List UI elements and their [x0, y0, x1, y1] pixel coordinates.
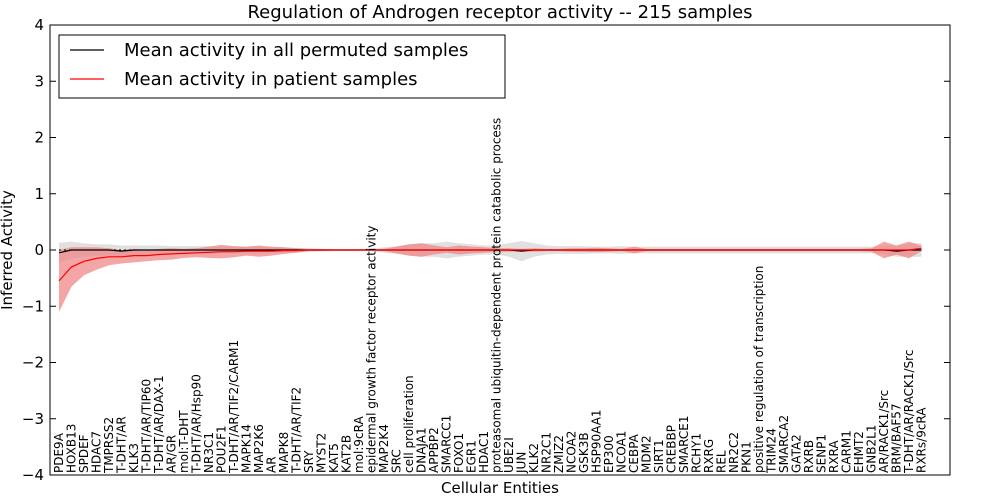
entity-label: cell proliferation — [402, 375, 416, 473]
y-tick-label: 2 — [34, 129, 44, 147]
entity-label: mol:9cRA — [352, 416, 366, 473]
entity-label: RXRA — [827, 440, 841, 473]
entity-label: RCHY1 — [690, 433, 704, 473]
entity-label: MAP2K6 — [252, 424, 266, 473]
entity-label: KLK2 — [527, 443, 541, 473]
entity-label: FOXO1 — [452, 433, 466, 473]
entity-label: HSP90AA1 — [590, 409, 604, 473]
confidence-bands — [59, 241, 922, 312]
entity-label: epidermal growth factor receptor activit… — [365, 226, 379, 473]
entity-label: HDAC1 — [477, 431, 491, 473]
entity-label: T-DHT/AR/TIF2 — [290, 387, 304, 474]
entity-label: T-DHT/AR/TIF2/CARM1 — [227, 340, 241, 474]
entity-label: SMARCA2 — [777, 415, 791, 473]
entity-label: CEBPA — [627, 433, 641, 473]
entity-label: HOXB13 — [65, 424, 79, 473]
entity-label: EP300 — [602, 435, 616, 473]
entity-label: HDAC7 — [90, 431, 104, 473]
legend-label-permuted: Mean activity in all permuted samples — [124, 40, 468, 61]
entity-label: MDM2 — [640, 435, 654, 473]
entity-label: GSK3B — [577, 432, 591, 473]
entity-label: SMARCC1 — [440, 415, 454, 473]
chart-title: Regulation of Androgen receptor activity… — [247, 2, 752, 23]
entity-label: EHMT2 — [852, 431, 866, 473]
entity-label: T-DHT/AR/DAX-1 — [152, 375, 166, 474]
entity-label: SIRT1 — [652, 439, 666, 473]
entity-label: UBE2I — [502, 437, 516, 473]
y-tick-label: 4 — [34, 16, 44, 34]
y-tick-label: 1 — [34, 185, 44, 203]
y-tick-label: −1 — [22, 297, 44, 315]
y-axis-label: Inferred Activity — [0, 190, 16, 310]
line-patient — [58, 247, 922, 282]
entity-label: PKN1 — [740, 441, 754, 473]
x-axis-label: Cellular Entities — [441, 479, 559, 497]
entity-label: REL — [715, 450, 729, 473]
entity-label: T-DHT/AR/RACK1/Src — [902, 350, 916, 474]
entity-label: MYST2 — [315, 433, 329, 473]
entity-label: CARM1 — [840, 430, 854, 473]
entity-label: RXRB — [802, 440, 816, 473]
entity-label: mol:T-DHT — [177, 410, 191, 473]
entity-label: SMARCE1 — [677, 415, 691, 473]
entity-label: EGR1 — [465, 440, 479, 473]
chart-legend: Mean activity in all permuted samples Me… — [58, 34, 506, 99]
entity-label: proteasomal ubiquitin-dependent protein … — [490, 118, 504, 473]
entity-label: MAPK8 — [277, 432, 291, 473]
y-tick-label: 0 — [34, 241, 44, 259]
entity-label: SRC — [390, 449, 404, 473]
entity-label: NCOA2 — [565, 431, 579, 473]
entity-label: T-DHT/AR — [115, 416, 129, 474]
entity-label: JUN — [515, 452, 529, 474]
entity-label: DNAJA1 — [415, 427, 429, 473]
series-lines — [58, 247, 922, 282]
entity-label: KAT5 — [327, 443, 341, 473]
y-axis-ticks: 4 3 2 1 0 −1 −2 −3 −4 — [22, 16, 950, 484]
entity-label: RXRG — [702, 439, 716, 473]
entity-label: T-DHT/AR/Hsp90 — [190, 374, 204, 474]
y-tick-label: −3 — [22, 410, 44, 428]
entity-label: TRIM24 — [765, 428, 779, 474]
entity-label: GNB2L1 — [865, 425, 879, 473]
entity-label: PDE9A — [52, 432, 66, 473]
entity-label: APPBP2 — [427, 427, 441, 473]
entity-label: MAP2K4 — [377, 424, 391, 473]
entity-label: NR2C1 — [540, 432, 554, 473]
legend-label-patient: Mean activity in patient samples — [124, 69, 418, 90]
entity-label: AR/RACK1/Src — [877, 390, 891, 473]
entity-label: GATA2 — [790, 434, 804, 473]
entity-tick-labels: PDE9AHOXB13SPDEFHDAC7TMPRSS2T-DHT/ARKLK3… — [52, 118, 929, 474]
y-tick-label: 3 — [34, 72, 44, 90]
entity-label: positive regulation of transcription — [752, 266, 766, 473]
entity-label: ZMIZ2 — [552, 435, 566, 473]
entity-label: AR/GR — [165, 435, 179, 473]
legend-box — [58, 34, 506, 99]
entity-label: POU2F1 — [215, 425, 229, 473]
entity-label: SENP1 — [815, 434, 829, 473]
plot-frame — [49, 24, 951, 476]
y-tick-label: −2 — [22, 354, 44, 372]
entity-label: MAPK14 — [240, 424, 254, 473]
entity-label: KLK3 — [127, 443, 141, 473]
entity-label: AR — [265, 456, 279, 473]
entity-label: RXRs/9cRA — [915, 407, 929, 473]
entity-label: TMPRSS2 — [102, 417, 116, 474]
entity-label: KAT2B — [340, 435, 354, 473]
entity-label: BRM/BAF57 — [890, 403, 904, 473]
entity-label: NR2C2 — [727, 432, 741, 473]
entity-label: CREBBP — [665, 425, 679, 473]
entity-label: NCOA1 — [615, 431, 629, 473]
y-tick-label: −4 — [22, 466, 44, 484]
entity-label: T-DHT/AR/TIP60 — [140, 379, 154, 474]
entity-label: SPDEF — [77, 434, 91, 473]
entity-label: SRY — [302, 450, 316, 473]
entity-label: NR3C1 — [202, 432, 216, 473]
